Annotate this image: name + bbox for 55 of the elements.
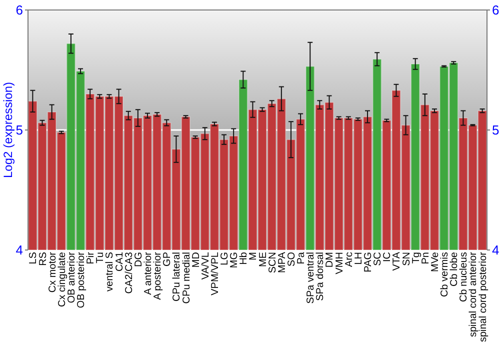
x-tick-label: MD xyxy=(190,252,202,268)
x-tick-label: MG xyxy=(229,252,240,268)
x-tick-label: MPA xyxy=(276,252,288,273)
x-tick-label: MVe xyxy=(430,252,441,272)
x-tick-label: Hb xyxy=(238,252,250,265)
x-tick-label: SO xyxy=(286,252,298,266)
x-tick-label: LS xyxy=(28,252,40,264)
x-tick-label: SCN xyxy=(267,252,278,274)
x-tick-label: GP xyxy=(162,252,174,266)
x-tick-label: SC xyxy=(372,252,384,266)
x-tick-label: VPM/VPL xyxy=(210,252,221,296)
y-tick-label: 5 xyxy=(16,122,23,138)
x-tick-label: IC xyxy=(382,252,394,262)
y-tick-label: 6 xyxy=(16,2,23,18)
x-tick-label: SPa ventral xyxy=(306,252,317,304)
x-tick-label: CA1 xyxy=(114,252,126,272)
x-tick-label: RS xyxy=(38,252,49,266)
y-tick-label: 4 xyxy=(16,242,23,258)
x-tick-label: DG xyxy=(133,252,144,267)
x-tick-label: CA2/CA3 xyxy=(124,252,135,294)
x-tick-label: VTA xyxy=(392,252,403,271)
x-tick-label: OB posterior xyxy=(76,251,88,308)
x-tick-label: M xyxy=(248,252,260,260)
x-tick-label: Pir xyxy=(86,251,97,264)
x-tick-label: LG xyxy=(220,252,231,266)
x-tick-label: A posterior xyxy=(152,251,164,300)
x-tick-label: Cb nucleus xyxy=(458,252,470,302)
x-tick-label: Cb vermis xyxy=(440,252,451,298)
x-tick-label: spinal cord posterior xyxy=(478,251,489,342)
x-tick-label: Arc xyxy=(344,252,355,267)
x-tick-label: CPu medial xyxy=(181,252,192,304)
x-tick-label: A anterior xyxy=(142,251,154,295)
x-tick-label: DM xyxy=(324,252,336,268)
y2-tick-label: 4 xyxy=(492,242,500,258)
x-tick-label: Tu xyxy=(95,252,106,264)
x-tick-label: Pn xyxy=(420,252,432,264)
x-tick-label: OB anterior xyxy=(66,251,78,304)
x-tick-label: CPu lateral xyxy=(172,252,183,302)
x-tick-label: spinal cord anterior xyxy=(468,251,480,338)
x-tick-label: ME xyxy=(258,252,269,267)
x-tick-label: Cx motor xyxy=(47,251,58,293)
x-tick-label: Cx cingulate xyxy=(56,252,68,308)
x-tick-label: VMH xyxy=(334,252,346,274)
x-tick-label: SPa dorsal xyxy=(315,252,326,301)
x-tick-label: PAG xyxy=(363,252,374,272)
y2-tick-label: 6 xyxy=(492,2,500,18)
x-tick-label: LH xyxy=(353,252,364,265)
y-axis-title: Log2 (expression) xyxy=(1,82,15,178)
x-tick-label: Pa xyxy=(296,252,308,264)
x-tick-label: SN xyxy=(401,252,412,266)
x-tick-label: VA/VL xyxy=(200,252,212,280)
x-tick-label: Cb lobe xyxy=(449,252,460,286)
x-tick-label: Tg xyxy=(410,252,422,264)
x-tick-label: ventral S xyxy=(104,252,116,292)
y2-tick-label: 5 xyxy=(492,122,500,138)
